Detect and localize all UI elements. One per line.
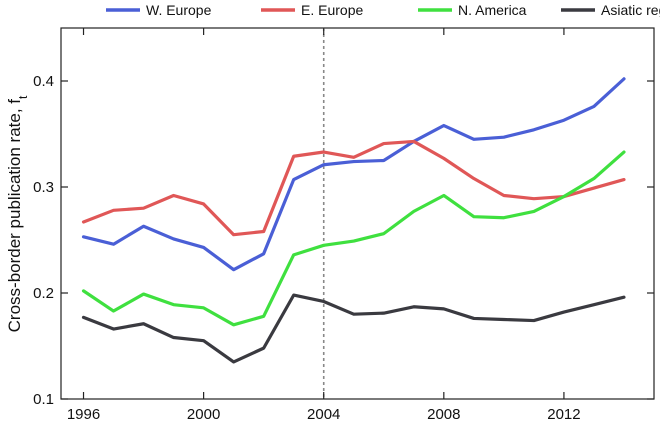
x-tick-label: 2012 bbox=[547, 406, 580, 423]
legend: W. Europe E. Europe N. America Asiatic regi… bbox=[106, 2, 660, 18]
x-tick-label: 2008 bbox=[427, 406, 460, 423]
x-tick-label: 1996 bbox=[67, 406, 100, 423]
legend-label: Asiatic region bbox=[601, 2, 660, 18]
series-line-n-america bbox=[81, 150, 626, 327]
y-tick-label: 0.1 bbox=[33, 391, 54, 408]
series-line-w-europe bbox=[81, 77, 626, 272]
x-axis: 1996 2000 2004 2008 2012 bbox=[67, 28, 581, 423]
y-tick-label: 0.3 bbox=[33, 179, 54, 196]
y-tick-label: 0.2 bbox=[33, 285, 54, 302]
y-axis-label-subscript: t bbox=[16, 95, 30, 99]
legend-label: E. Europe bbox=[301, 2, 363, 18]
x-tick-label: 2004 bbox=[307, 406, 340, 423]
plot-frame bbox=[60, 27, 655, 400]
y-axis-label-main: Cross-border publication rate, f bbox=[5, 99, 24, 333]
series-line-asiatic-region bbox=[81, 293, 626, 364]
y-tick-label: 0.4 bbox=[33, 73, 54, 90]
legend-label: N. America bbox=[458, 2, 527, 18]
y-axis: 0.1 0.2 0.3 0.4 bbox=[33, 73, 654, 408]
series-line-e-europe bbox=[81, 139, 626, 237]
plot-area: 1996 2000 2004 2008 2012 0.1 0.2 0.3 0.4 bbox=[33, 27, 655, 423]
legend-label: W. Europe bbox=[146, 2, 212, 18]
x-tick-label: 2000 bbox=[187, 406, 220, 423]
series-lines bbox=[81, 77, 626, 364]
y-axis-label: Cross-border publication rate, ft bbox=[5, 95, 30, 332]
